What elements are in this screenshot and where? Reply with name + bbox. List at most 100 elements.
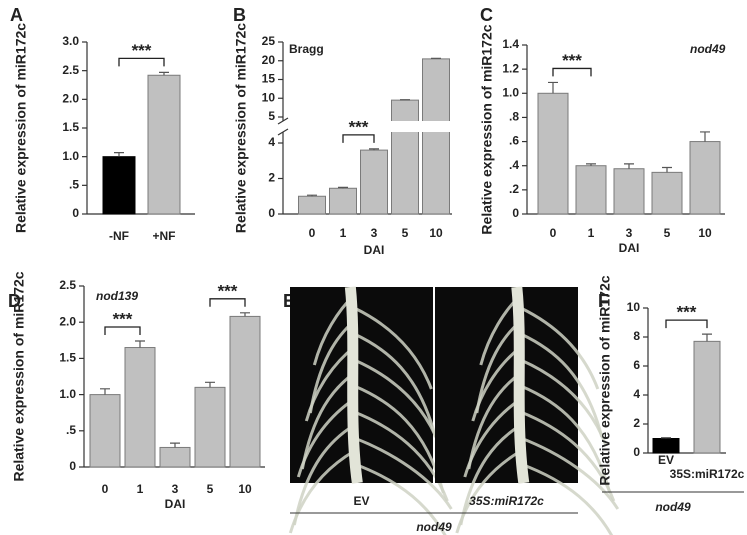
x-tick-label: EV	[658, 453, 674, 467]
group-label: nod49	[655, 500, 691, 514]
y-tick-label: 6	[633, 358, 640, 372]
significance-bracket	[552, 67, 592, 77]
y-tick-label: 0	[268, 206, 275, 220]
y-tick-label: .5	[66, 423, 76, 437]
y-tick-label: 2	[633, 416, 640, 430]
bar	[89, 394, 121, 468]
error-bar	[431, 57, 441, 59]
x-tick-label: 1	[340, 226, 347, 240]
significance-label: ***	[349, 117, 369, 136]
lateral-root	[520, 332, 604, 438]
bar	[360, 149, 388, 215]
y-tick-label: .5	[69, 178, 79, 192]
y-tick-label: 3.0	[62, 34, 79, 48]
x-axis-title: DAI	[364, 243, 385, 257]
bar	[147, 74, 181, 215]
y-tick-label: 1.5	[62, 120, 79, 134]
bar	[689, 141, 721, 215]
x-tick-label: 3	[172, 482, 179, 496]
error-bar	[100, 388, 110, 395]
y-tick-label: 2	[268, 171, 275, 185]
significance-label: ***	[113, 310, 133, 329]
error-bar	[170, 442, 180, 448]
error-bar	[624, 163, 634, 169]
bar	[329, 187, 357, 215]
error-bar	[159, 71, 169, 76]
error-bar	[135, 340, 145, 348]
lateral-root	[520, 462, 614, 535]
panel-letter: B	[233, 5, 246, 25]
y-tick-label: 4	[268, 135, 275, 149]
x-tick-label: 0	[309, 226, 316, 240]
y-tick-label: 25	[262, 34, 276, 48]
error-bar	[702, 333, 712, 342]
error-bar	[662, 166, 672, 173]
root-photo	[288, 286, 453, 535]
x-tick-label: 1	[588, 226, 595, 240]
y-tick-label: 1.2	[502, 61, 519, 75]
x-tick-label: 10	[429, 226, 443, 240]
bar	[102, 156, 136, 215]
photo-label: 35S:miR172c	[469, 494, 544, 508]
lateral-root	[520, 306, 600, 390]
lateral-root	[520, 384, 612, 494]
x-axis-title: DAI	[619, 241, 640, 255]
lateral-root	[520, 358, 608, 446]
significance-bracket	[665, 319, 708, 329]
y-axis-title: Relative expression of miR172c	[479, 24, 495, 234]
annotation: nod139	[96, 289, 138, 303]
annotation: Bragg	[289, 42, 324, 56]
x-tick-label: 5	[402, 226, 409, 240]
root-photo	[435, 286, 620, 535]
group-label: nod49	[416, 520, 452, 534]
error-bar	[700, 131, 710, 142]
x-tick-label: 3	[371, 226, 378, 240]
annotation: nod49	[690, 42, 726, 56]
axis-break	[277, 117, 289, 125]
bar	[575, 165, 607, 215]
y-tick-label: 1.0	[502, 85, 519, 99]
y-tick-label: .2	[509, 182, 519, 196]
lateral-root	[292, 423, 356, 526]
bar	[124, 347, 156, 468]
photo-background	[290, 287, 433, 483]
error-bar	[548, 81, 558, 94]
bar	[537, 92, 569, 215]
y-tick-label: 10	[262, 90, 276, 104]
lateral-root	[353, 436, 453, 510]
error-bar	[661, 437, 671, 439]
y-tick-label: 1.0	[59, 387, 76, 401]
y-tick-label: 10	[627, 300, 641, 314]
panel-letter: F	[598, 291, 609, 311]
y-axis-title: Relative expression of miR172c	[13, 23, 29, 233]
bar	[159, 446, 191, 468]
bar-break-gap	[390, 121, 420, 132]
lateral-root	[455, 449, 522, 534]
bar	[422, 58, 450, 215]
y-tick-label: 0	[72, 206, 79, 220]
bar	[194, 386, 226, 468]
bar	[391, 99, 419, 215]
y-axis-title: Relative expression of miR172c	[597, 275, 613, 485]
x-tick-label: 1	[137, 482, 144, 496]
x-axis-title: DAI	[165, 497, 186, 511]
y-axis-title: Relative expression of miR172c	[233, 23, 249, 233]
y-tick-label: 8	[633, 329, 640, 343]
significance-label: ***	[132, 41, 152, 60]
main-root	[344, 286, 363, 484]
y-tick-label: 5	[268, 109, 275, 123]
lateral-root	[353, 410, 449, 502]
error-bar	[114, 152, 124, 157]
main-root	[511, 286, 530, 484]
y-tick-label: 0	[69, 459, 76, 473]
bar	[652, 438, 680, 454]
y-tick-label: 4	[633, 387, 640, 401]
error-bar	[307, 194, 317, 197]
bar	[651, 171, 683, 215]
error-bar	[240, 312, 250, 317]
significance-bracket	[209, 298, 246, 307]
significance-label: ***	[218, 281, 238, 300]
panel-letter: C	[480, 5, 493, 25]
